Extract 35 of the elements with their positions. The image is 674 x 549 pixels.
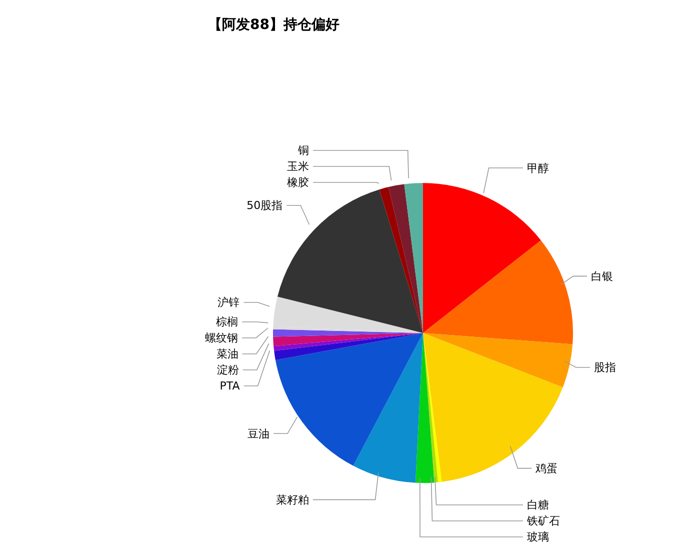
slice-label: 鸡蛋: [534, 462, 558, 476]
chart-title: 【阿发88】持仓偏好: [208, 16, 340, 34]
slice-label: 甲醇: [527, 162, 549, 175]
slice-label: 橡胶: [287, 176, 309, 190]
slice-label: 玻璃: [527, 530, 549, 544]
pie-slice: [273, 333, 423, 346]
slice-label: 白糖: [527, 498, 549, 512]
pie-slice: [275, 333, 423, 466]
slice-label: 股指: [594, 361, 616, 374]
slice-label: 菜油: [216, 348, 238, 361]
slice-label: 豆油: [248, 427, 270, 440]
pie-slice: [423, 333, 563, 482]
slice-label: 淀粉: [216, 364, 239, 377]
pie-slice: [379, 187, 423, 333]
pie-slice: [423, 333, 442, 482]
pie-slice: [274, 333, 423, 351]
pie-slice: [388, 184, 423, 333]
pie-slice: [423, 333, 438, 483]
slice-label: 螺纹钢: [205, 332, 238, 345]
pie-slice: [273, 296, 423, 333]
slice-label: 白银: [590, 270, 613, 284]
pie-slice: [423, 240, 573, 344]
slice-label: 铁矿石: [526, 514, 560, 528]
pie-slice: [423, 333, 573, 388]
pie-slice: [353, 333, 423, 483]
slice-label: 沪锌: [218, 296, 240, 310]
pie-slice: [404, 183, 423, 333]
pie-slice: [423, 183, 541, 333]
slice-label: 玉米: [287, 160, 309, 174]
slice-label: 铜: [297, 144, 309, 158]
pie-slice: [274, 333, 423, 360]
slice-label: 50股指: [246, 199, 283, 212]
slice-label: PTA: [220, 380, 240, 393]
slice-label: 菜籽粕: [276, 494, 309, 507]
slice-label: 棕榈: [216, 316, 238, 329]
